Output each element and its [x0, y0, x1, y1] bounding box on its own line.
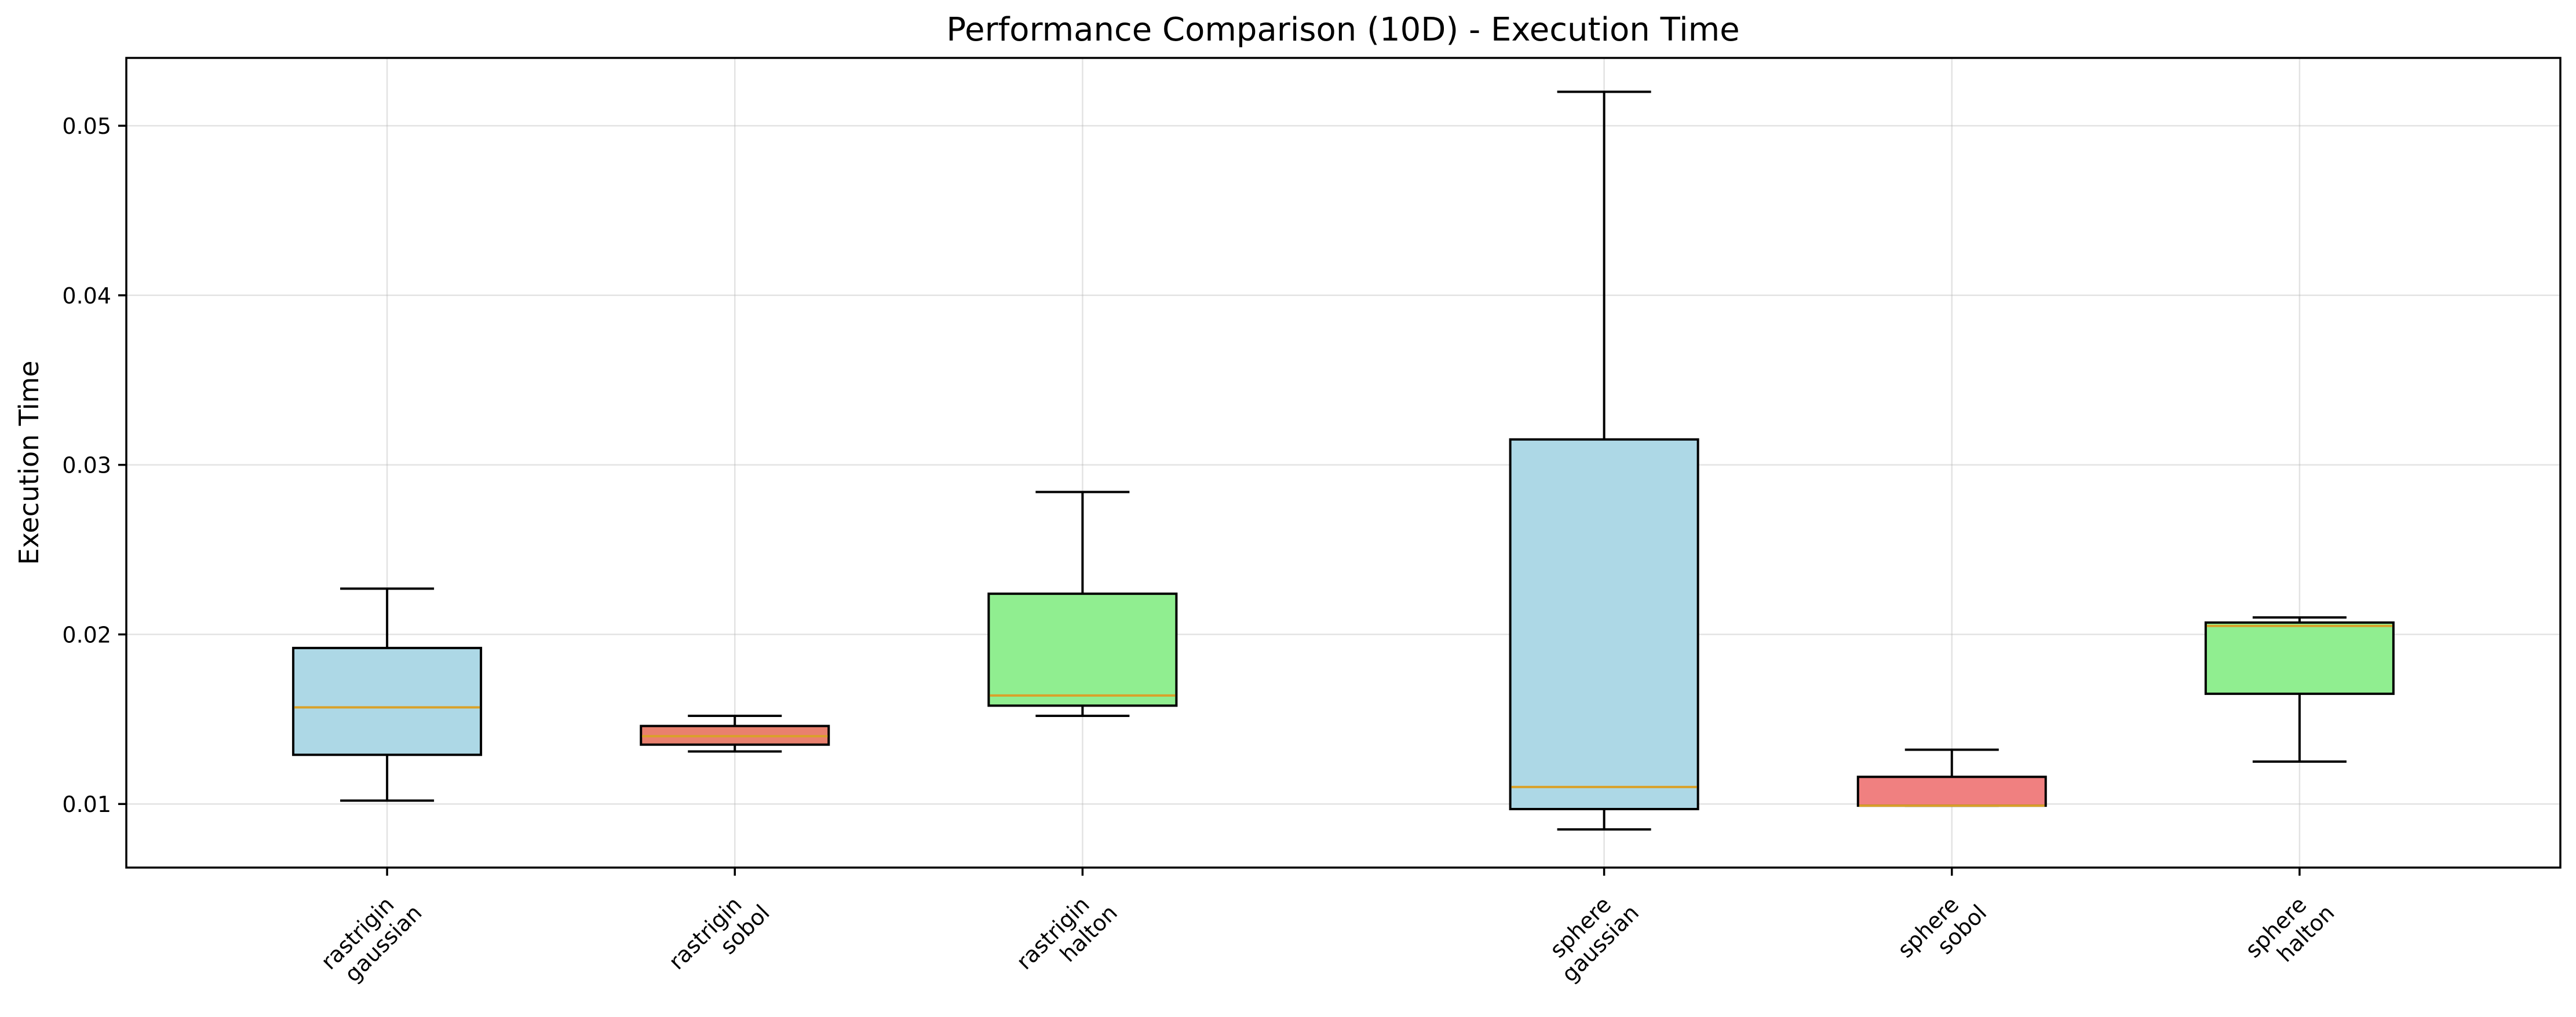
- y-tick-label: 0.03: [62, 453, 111, 478]
- iqr-box: [987, 592, 1178, 707]
- box-group: [292, 587, 483, 802]
- box-group: [1856, 748, 2047, 807]
- iqr-box: [1509, 438, 1699, 810]
- iqr-box: [1856, 775, 2047, 807]
- chart-title: Performance Comparison (10D) - Execution…: [946, 11, 1739, 49]
- y-axis-label: Execution Time: [13, 361, 45, 565]
- y-tick-label: 0.05: [62, 114, 111, 139]
- iqr-box: [292, 646, 483, 756]
- plot-area-frame: [125, 57, 2562, 869]
- iqr-box: [2204, 621, 2395, 695]
- box-layer: [292, 90, 2395, 831]
- box-group: [1509, 90, 1699, 831]
- box-group: [2204, 616, 2395, 763]
- y-tick-label: 0.01: [62, 792, 111, 817]
- box-group: [987, 491, 1178, 717]
- y-tick-label: 0.02: [62, 622, 111, 647]
- y-tick-label: 0.04: [62, 283, 111, 309]
- box-group: [640, 714, 830, 753]
